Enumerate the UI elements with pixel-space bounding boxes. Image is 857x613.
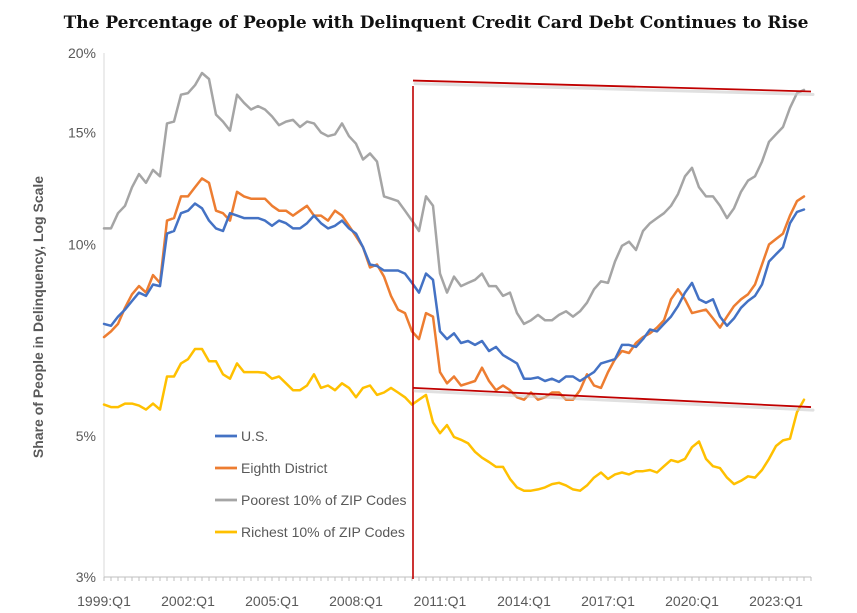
x-tick-label: 2011:Q1 <box>414 593 467 609</box>
series-line-poorest-10-of-zip-codes <box>102 71 806 326</box>
x-tick-label: 2020:Q1 <box>665 593 719 609</box>
series-line-eighth-district <box>102 177 806 401</box>
axes: 20% 15% 10% 5% 3% 1999:Q1 2002:Q1 2005:Q1 2008:Q… <box>68 45 812 609</box>
annotation-trend-line <box>412 79 812 93</box>
x-tick-label: 1999:Q1 <box>77 593 131 609</box>
series-layer <box>102 71 806 492</box>
x-tick-label: 2023:Q1 <box>749 593 803 609</box>
x-tick-label: 2005:Q1 <box>245 593 299 609</box>
y-tick-label: 15% <box>68 124 96 140</box>
series-line-u-s <box>102 202 806 384</box>
legend-label-richest-10-of-zip-codes: Richest 10% of ZIP Codes <box>241 524 405 540</box>
y-axis-label: Share of People in Delinquency, Log Scal… <box>30 176 46 458</box>
y-tick-label: 20% <box>68 45 96 61</box>
legend: U.S. Eighth District Poorest 10% of ZIP Co… <box>215 428 407 540</box>
legend-label-poorest-10-of-zip-codes: Poorest 10% of ZIP Codes <box>241 492 407 508</box>
y-tick-label: 3% <box>76 569 96 585</box>
x-tick-label: 2014:Q1 <box>497 593 551 609</box>
legend-label-u-s: U.S. <box>241 428 268 444</box>
annotation-layer <box>412 79 815 579</box>
series-line-richest-10-of-zip-codes <box>102 347 806 492</box>
chart-title: The Percentage of People with Delinquent… <box>64 13 809 33</box>
legend-label-eighth-district: Eighth District <box>241 460 327 476</box>
x-tick-label: 2017:Q1 <box>581 593 635 609</box>
annotation-trend-shadow <box>413 82 815 96</box>
annotation-trend-shadow <box>413 389 815 412</box>
y-tick-label: 5% <box>76 428 96 444</box>
x-tick-label: 2002:Q1 <box>161 593 215 609</box>
y-tick-label: 10% <box>68 236 96 252</box>
x-tick-label: 2008:Q1 <box>329 593 383 609</box>
annotation-trend-line <box>412 386 812 408</box>
